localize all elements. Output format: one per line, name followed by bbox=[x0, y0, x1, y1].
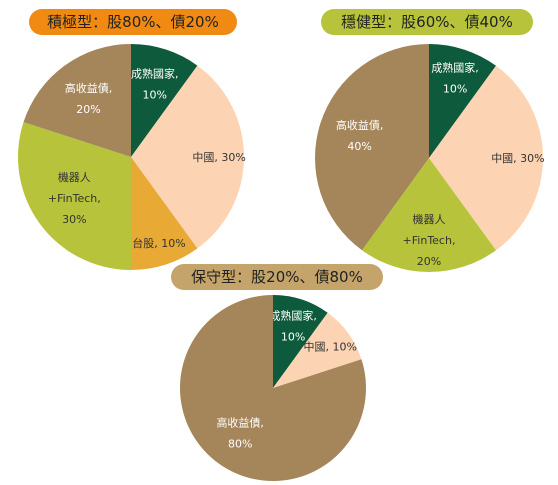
slice-label-balanced-3: 高收益債, 40% bbox=[336, 118, 384, 153]
slice-label-aggressive-1: 中國, 30% bbox=[192, 151, 245, 164]
pie-slice-balanced-1 bbox=[429, 65, 543, 251]
chart-title-conservative: 保守型：股20%、債80% bbox=[171, 264, 383, 290]
slice-label-aggressive-4: 高收益債, 20% bbox=[65, 81, 113, 116]
pie-slice-conservative-1 bbox=[273, 312, 362, 388]
pie-slice-conservative-2 bbox=[180, 295, 367, 481]
pie-slice-balanced-3 bbox=[315, 44, 429, 251]
slice-label-balanced-0: 成熟國家, 10% bbox=[431, 60, 479, 95]
pie-slice-conservative-0 bbox=[273, 295, 328, 388]
pie-slice-aggressive-0 bbox=[131, 44, 198, 157]
slice-label-balanced-1: 中國, 30% bbox=[491, 152, 544, 165]
pie-slice-balanced-2 bbox=[361, 158, 497, 272]
chart-title-aggressive: 積極型：股80%、債20% bbox=[29, 9, 237, 35]
slice-label-conservative-2: 高收益債, 80% bbox=[216, 416, 264, 451]
pie-slice-aggressive-3 bbox=[18, 122, 131, 270]
slice-label-conservative-0: 成熟國家, 10% bbox=[269, 309, 317, 344]
pie-slice-aggressive-4 bbox=[23, 44, 132, 157]
slice-label-conservative-1: 中國, 10% bbox=[303, 340, 356, 353]
slice-label-aggressive-0: 成熟國家, 10% bbox=[131, 66, 179, 101]
pie-slice-aggressive-1 bbox=[131, 65, 244, 249]
chart-title-balanced: 穩健型：股60%、債40% bbox=[321, 9, 533, 35]
pie-slice-balanced-0 bbox=[429, 44, 497, 158]
slice-label-balanced-2: 機器人+FinTech, 20% bbox=[403, 212, 456, 268]
slice-label-aggressive-2: 台股, 10% bbox=[132, 236, 185, 250]
slice-label-aggressive-3: 機器人+FinTech, 30% bbox=[48, 170, 101, 226]
pie-slice-aggressive-2 bbox=[131, 157, 198, 270]
